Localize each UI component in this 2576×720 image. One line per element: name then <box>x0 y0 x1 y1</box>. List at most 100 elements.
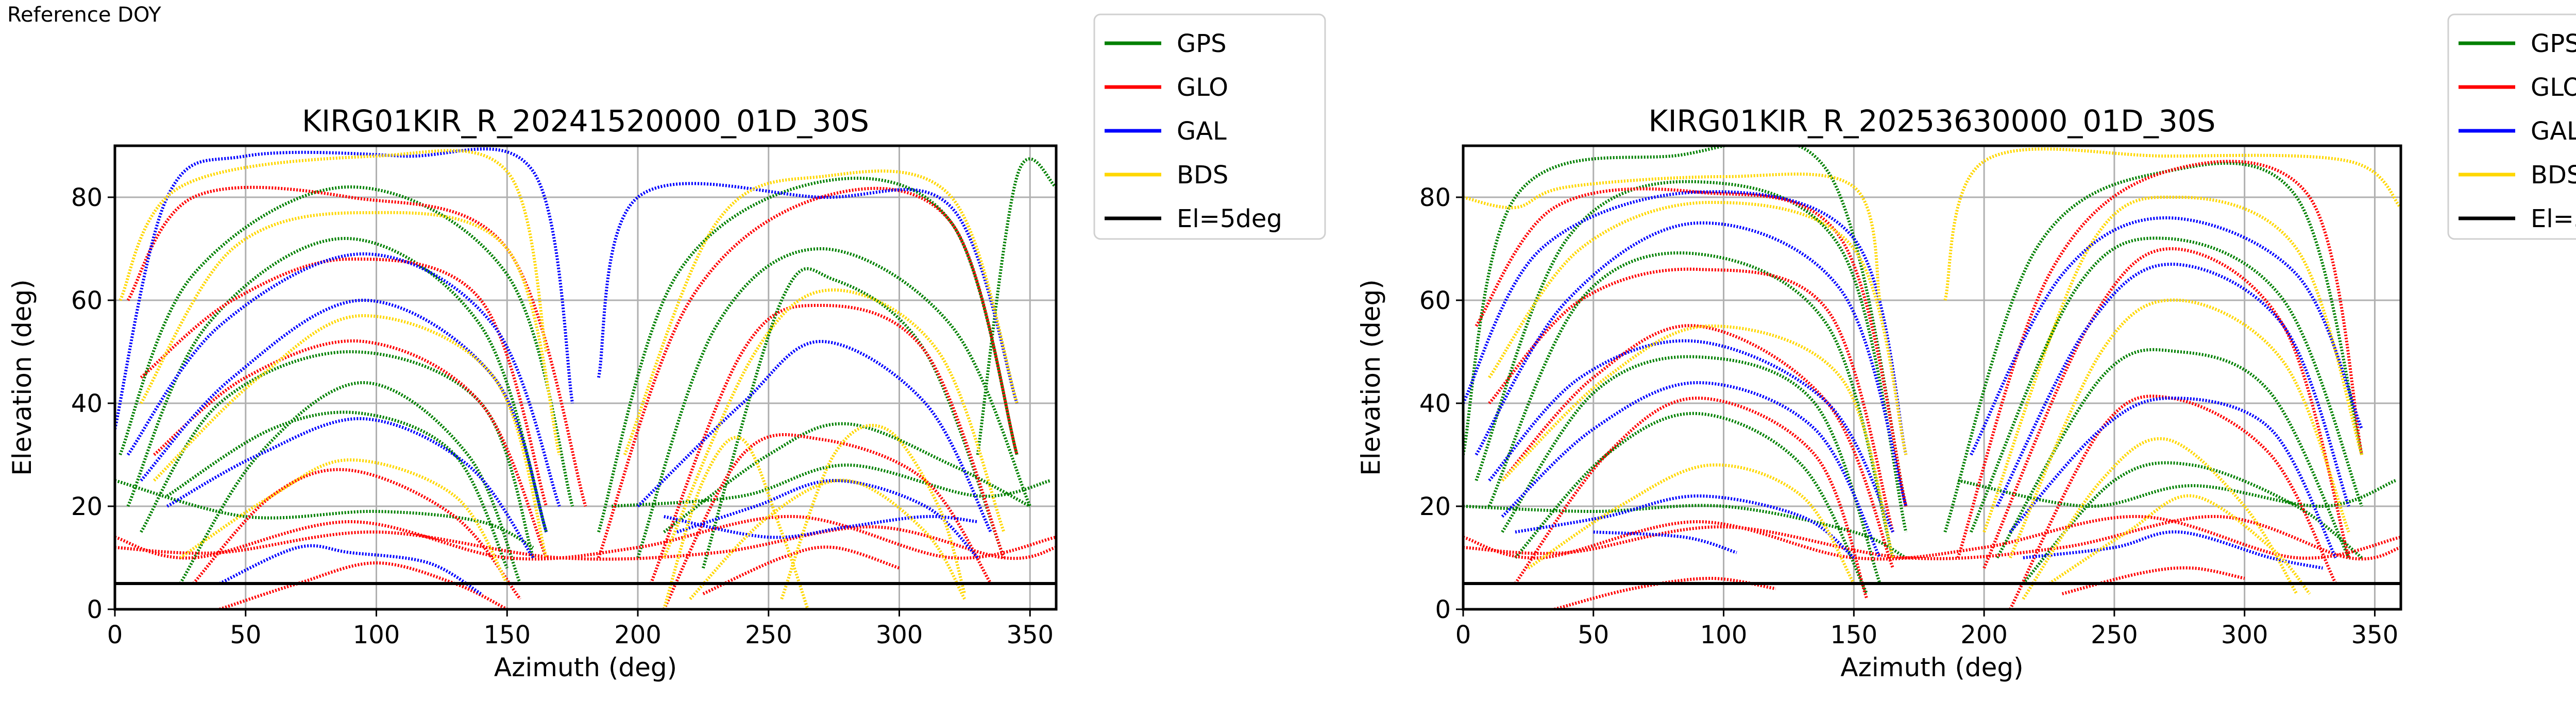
gal-track <box>166 417 535 559</box>
x-tick-label: 50 <box>1578 621 1609 649</box>
gal-track <box>597 182 1019 404</box>
glo-track <box>649 303 1006 585</box>
legend-label: GPS <box>1177 29 1227 58</box>
gps-track <box>179 381 522 585</box>
y-tick-label: 40 <box>71 389 103 418</box>
y-tick-label: 0 <box>1435 595 1451 624</box>
gal-track <box>636 339 992 533</box>
glo-track <box>153 339 548 559</box>
bds-track <box>623 169 1019 456</box>
glo-track <box>702 545 900 595</box>
gps-track <box>976 157 1056 455</box>
chart-title: KIRG01KIR_R_20241520000_01D_30S <box>302 104 869 139</box>
chart-title: KIRG01KIR_R_20253630000_01D_30S <box>1649 104 2216 139</box>
chart-1: 0 50 100 150 200 250 300 350 0 20 40 60 80 KIRG01KIR_… <box>7 13 1326 682</box>
glo-track <box>126 185 587 507</box>
gal-track <box>1463 190 1908 455</box>
glo-track <box>1501 324 1894 569</box>
gal-track <box>676 478 979 559</box>
gal-track <box>1488 339 1894 533</box>
y-axis-label: Elevation (deg) <box>7 279 37 475</box>
glo-track <box>663 433 992 609</box>
bds-track <box>663 288 1006 559</box>
legend: GPS GLO GAL BDS El=5deg <box>1093 13 1326 240</box>
gps-track <box>166 410 509 569</box>
gps-track <box>1957 479 2396 508</box>
legend-label: BDS <box>2531 161 2576 190</box>
bds-track <box>153 314 548 558</box>
bds-track <box>179 458 509 585</box>
legend-box <box>1093 13 1326 240</box>
gps-track <box>1995 348 2350 559</box>
y-tick-label: 60 <box>71 286 103 315</box>
x-tick-label: 0 <box>1455 621 1471 649</box>
reference-doy-label: Reference DOY <box>7 3 161 27</box>
gal-track <box>115 147 574 430</box>
axes-frame <box>113 144 1058 611</box>
gps-track <box>140 350 535 558</box>
x-tick-label: 150 <box>483 621 531 649</box>
glo-track <box>1488 267 1895 533</box>
gps-track <box>115 479 534 549</box>
y-tick-label: 0 <box>87 595 103 624</box>
glo-track <box>1463 515 2401 561</box>
x-axis-label: Azimuth (deg) <box>494 653 677 682</box>
glo-track <box>115 525 1056 561</box>
gps-track <box>126 236 548 533</box>
bds-track <box>1982 195 2364 533</box>
gal-track <box>1593 530 1737 554</box>
gps-track <box>1463 146 1908 507</box>
x-tick-label: 100 <box>1700 621 1748 649</box>
legend-label: El=5deg <box>2531 204 2576 233</box>
glo-track <box>597 186 1019 559</box>
x-tick-label: 250 <box>2091 621 2138 649</box>
legend-label: BDS <box>1177 161 1228 190</box>
legend-label: GPS <box>2531 29 2576 58</box>
axes-frame <box>1462 144 2402 611</box>
bds-track <box>1527 463 1855 585</box>
bds-track <box>140 211 561 455</box>
glo-track <box>2062 566 2245 595</box>
y-tick-label: 80 <box>71 183 103 212</box>
bds-track <box>2048 494 2311 595</box>
gal-track <box>2009 396 2337 559</box>
bds-track <box>2008 298 2350 559</box>
gps-track <box>1970 236 2363 533</box>
gps-track <box>1475 180 1908 533</box>
gps-track <box>663 422 1031 534</box>
gps-track <box>1463 504 1907 559</box>
legend-label: GAL <box>1177 117 1227 146</box>
gal-track <box>1501 381 1882 559</box>
glo-track <box>115 515 1056 561</box>
y-tick-label: 60 <box>1419 286 1451 315</box>
glo-track <box>1463 515 2401 561</box>
x-tick-label: 300 <box>876 621 923 649</box>
legend-label: GLO <box>2531 73 2576 102</box>
x-tick-label: 300 <box>2221 621 2268 649</box>
tracks <box>115 147 1056 609</box>
gal-track <box>1475 221 1908 507</box>
gal-track <box>218 544 482 595</box>
gps-track <box>2022 461 2363 585</box>
x-tick-label: 200 <box>614 621 662 649</box>
bds-track <box>118 149 548 352</box>
chart-2: 0 50 100 150 200 250 300 350 0 20 40 60 80 KIRG01KIR_… <box>1356 13 2576 682</box>
gal-track <box>1515 494 1855 559</box>
bds-track <box>1488 200 1908 455</box>
glo-track <box>1514 396 1869 600</box>
bds-track <box>1501 324 1895 558</box>
legend-box <box>2447 13 2576 240</box>
gal-track <box>664 515 978 539</box>
glo-track <box>1982 247 2350 569</box>
bds-track <box>780 424 967 600</box>
x-axis-label: Azimuth (deg) <box>1840 653 2023 682</box>
y-tick-label: 20 <box>71 492 103 521</box>
gps-track <box>597 177 1019 533</box>
bds-track <box>1463 173 1882 301</box>
gal-track <box>140 298 548 533</box>
gps-track <box>1514 412 1869 595</box>
tracks <box>1463 146 2401 609</box>
x-tick-label: 350 <box>1006 621 1054 649</box>
y-tick-label: 80 <box>1419 183 1451 212</box>
